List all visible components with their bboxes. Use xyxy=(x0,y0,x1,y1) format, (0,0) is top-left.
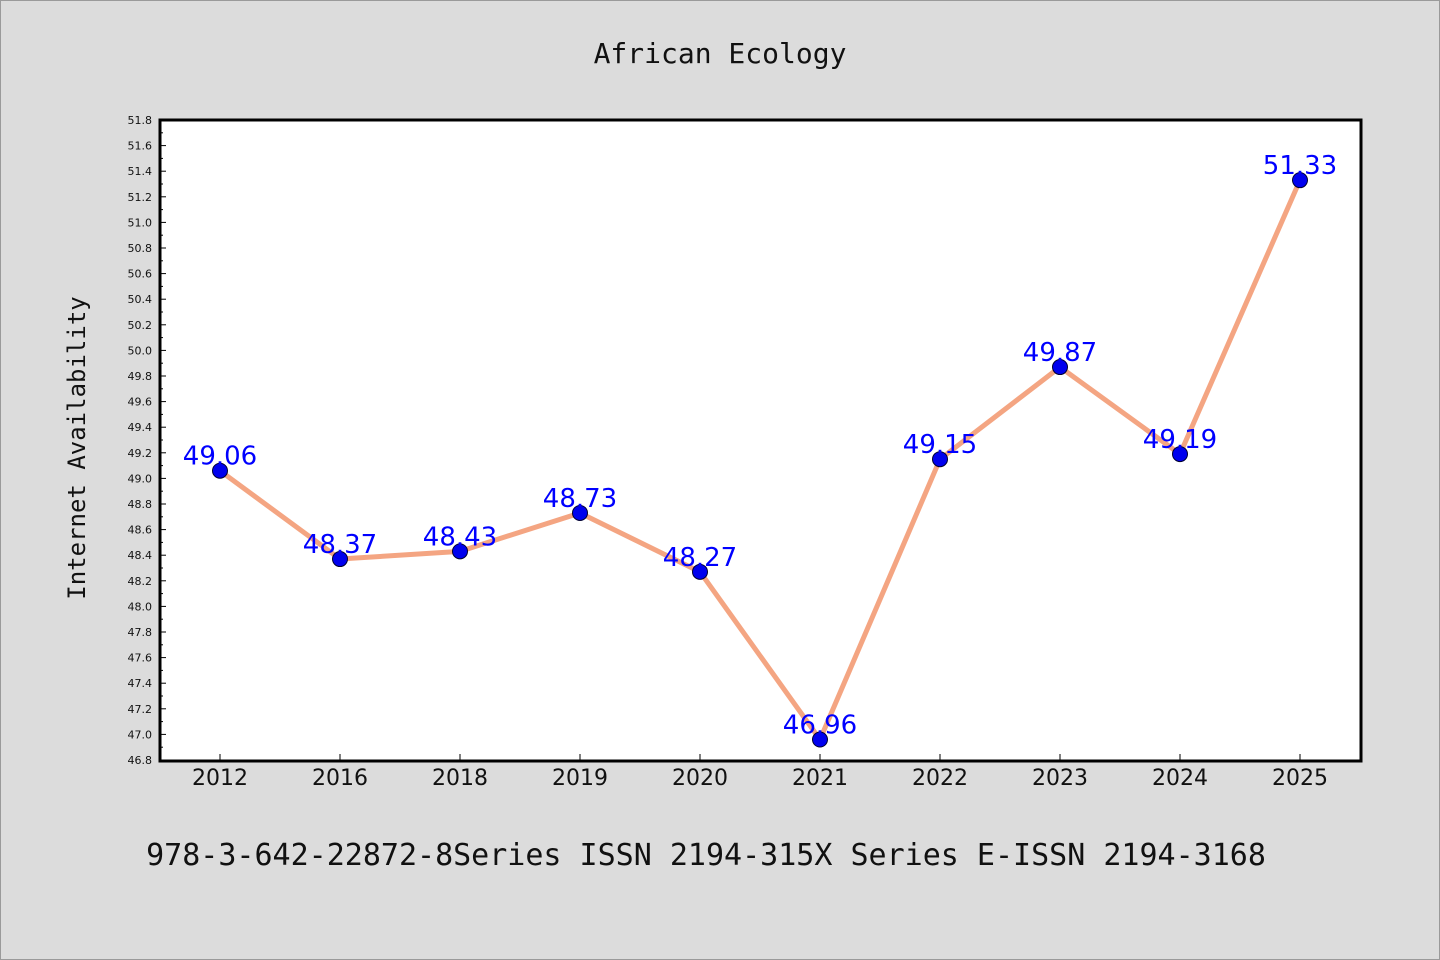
y-tick-label: 47.2 xyxy=(128,703,153,716)
x-tick-label: 2016 xyxy=(312,766,368,791)
data-label-group: 49.06 48.37 48.43 48.73 48.27 46.96 49.15 49.87… xyxy=(183,151,1337,740)
y-tick-label: 51.0 xyxy=(128,216,153,229)
x-tick-label: 2018 xyxy=(432,766,488,791)
x-tick-label: 2021 xyxy=(792,766,848,791)
y-tick-label: 48.6 xyxy=(128,524,153,537)
y-tick-label: 48.4 xyxy=(128,549,153,562)
x-tick-label: 2012 xyxy=(192,766,248,791)
x-axis: 2012 2016 2018 2019 2020 2021 2022 2023 2024 2025 xyxy=(192,754,1328,791)
data-label: 49.87 xyxy=(1023,338,1097,368)
y-tick-label: 50.8 xyxy=(128,242,153,255)
data-label: 49.15 xyxy=(903,430,977,460)
data-point xyxy=(332,551,348,568)
y-tick-label: 48.8 xyxy=(128,498,153,511)
y-tick-label: 51.4 xyxy=(128,165,153,178)
data-label: 48.73 xyxy=(543,484,617,514)
chart-title: African Ecology xyxy=(594,37,847,70)
y-tick-label: 47.6 xyxy=(128,652,153,665)
data-point xyxy=(212,462,228,479)
x-tick-label: 2025 xyxy=(1272,766,1328,791)
x-tick-label: 2022 xyxy=(912,766,968,791)
data-point xyxy=(1172,446,1188,463)
y-tick-label: 51.2 xyxy=(128,191,153,204)
y-tick-label: 51.8 xyxy=(128,114,153,127)
y-tick-label: 50.4 xyxy=(128,293,153,306)
y-tick-label: 49.6 xyxy=(128,396,153,409)
data-label: 48.43 xyxy=(423,522,497,552)
y-tick-label: 50.2 xyxy=(128,319,153,332)
data-point xyxy=(572,504,588,521)
series-group xyxy=(212,172,1308,748)
y-tick-label: 50.0 xyxy=(128,344,153,357)
data-point xyxy=(812,731,828,748)
y-tick-label: 49.2 xyxy=(128,447,153,460)
data-point xyxy=(452,543,468,560)
y-tick-label: 47.0 xyxy=(128,728,153,741)
data-point xyxy=(1292,172,1308,189)
data-label: 48.27 xyxy=(663,543,737,573)
y-tick-label: 47.8 xyxy=(128,626,153,639)
data-point xyxy=(932,451,948,468)
data-label: 49.06 xyxy=(183,442,257,472)
y-tick-label: 47.4 xyxy=(128,677,153,690)
y-axis-label: Internet Availability xyxy=(63,296,91,599)
y-tick-label: 46.8 xyxy=(128,754,153,767)
footer-isbn: 978-3-642-22872-8Series ISSN 2194-315X S… xyxy=(146,838,1266,873)
y-tick-label: 49.8 xyxy=(128,370,153,383)
x-tick-label: 2020 xyxy=(672,766,728,791)
x-tick-label: 2019 xyxy=(552,766,608,791)
data-point xyxy=(1052,359,1068,376)
x-tick-label: 2023 xyxy=(1032,766,1088,791)
y-tick-label: 49.0 xyxy=(128,472,153,485)
x-tick-label: 2024 xyxy=(1152,766,1208,791)
series-line xyxy=(218,179,1303,743)
y-tick-label: 48.2 xyxy=(128,575,153,588)
y-tick-label: 51.6 xyxy=(128,140,153,153)
y-tick-label: 48.0 xyxy=(128,600,153,613)
data-label: 49.19 xyxy=(1143,425,1217,455)
data-label: 46.96 xyxy=(783,711,857,741)
data-point xyxy=(692,563,708,580)
data-label: 48.37 xyxy=(303,530,377,560)
y-tick-label: 49.4 xyxy=(128,421,153,434)
y-tick-label: 50.6 xyxy=(128,268,153,281)
y-axis: 46.8 47.0 47.2 47.4 47.6 47.8 48.0 48.2 48.4 48.6… xyxy=(128,114,166,767)
data-label: 51.33 xyxy=(1263,151,1337,181)
